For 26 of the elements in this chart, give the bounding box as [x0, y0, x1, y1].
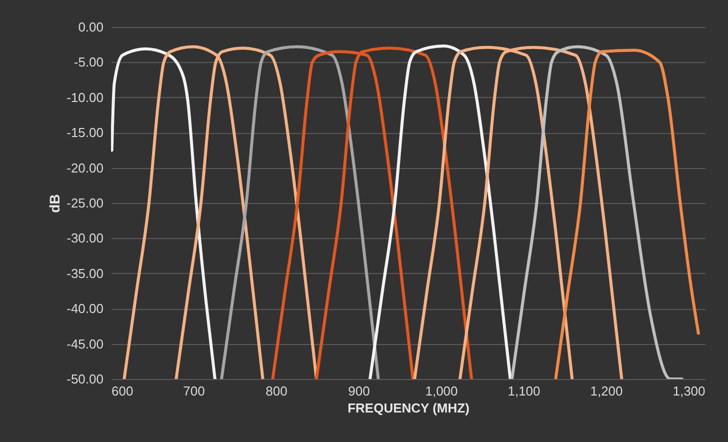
x-tick-label: 1,200 [590, 384, 623, 398]
y-tick-label: 0.00 [78, 20, 104, 34]
x-tick-label: 1,000 [425, 384, 458, 398]
x-tick-label: 600 [112, 384, 134, 398]
x-tick-label: 1,100 [508, 384, 540, 398]
line-series [510, 45, 684, 379]
line-series [111, 47, 216, 379]
y-axis-title: dB [46, 194, 63, 213]
y-tick-label: -15.00 [66, 125, 104, 140]
line-series [220, 45, 380, 379]
x-tick-label: 1,300 [672, 384, 706, 398]
y-tick-label: -30.00 [66, 230, 104, 246]
x-tick-label: 700 [183, 384, 205, 398]
y-tick-label: -20.00 [66, 160, 104, 176]
y-tick-label: -35.00 [66, 266, 104, 281]
y-tick-label: -40.00 [66, 301, 104, 316]
y-tick-label: -10.00 [66, 90, 104, 105]
line-series [368, 44, 512, 379]
y-tick-label: -5.00 [74, 54, 104, 70]
line-series [554, 48, 700, 379]
x-tick-label: 800 [266, 384, 288, 398]
y-tick-label: -25.00 [66, 196, 104, 210]
y-tick-label: -45.00 [66, 336, 104, 352]
y-tick-label: -50.00 [66, 372, 104, 386]
x-tick-label: 900 [348, 384, 370, 398]
x-axis-title: FREQUENCY (MHZ) [348, 400, 470, 416]
